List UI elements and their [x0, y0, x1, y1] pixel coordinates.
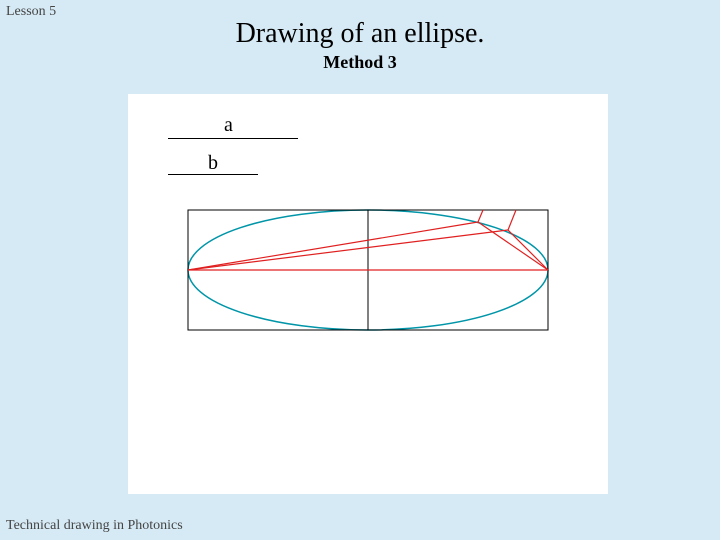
ellipse-diagram: [168, 190, 568, 350]
page-root: Lesson 5 Drawing of an ellipse. Method 3…: [0, 0, 720, 540]
line-b: [168, 174, 258, 175]
page-title: Drawing of an ellipse.: [0, 18, 720, 50]
line-a: [168, 138, 298, 139]
page-subtitle: Method 3: [0, 52, 720, 73]
footer-text: Technical drawing in Photonics: [6, 518, 183, 534]
label-b: b: [208, 152, 218, 175]
drawing-canvas: a b: [128, 94, 608, 494]
label-a: a: [224, 114, 233, 137]
